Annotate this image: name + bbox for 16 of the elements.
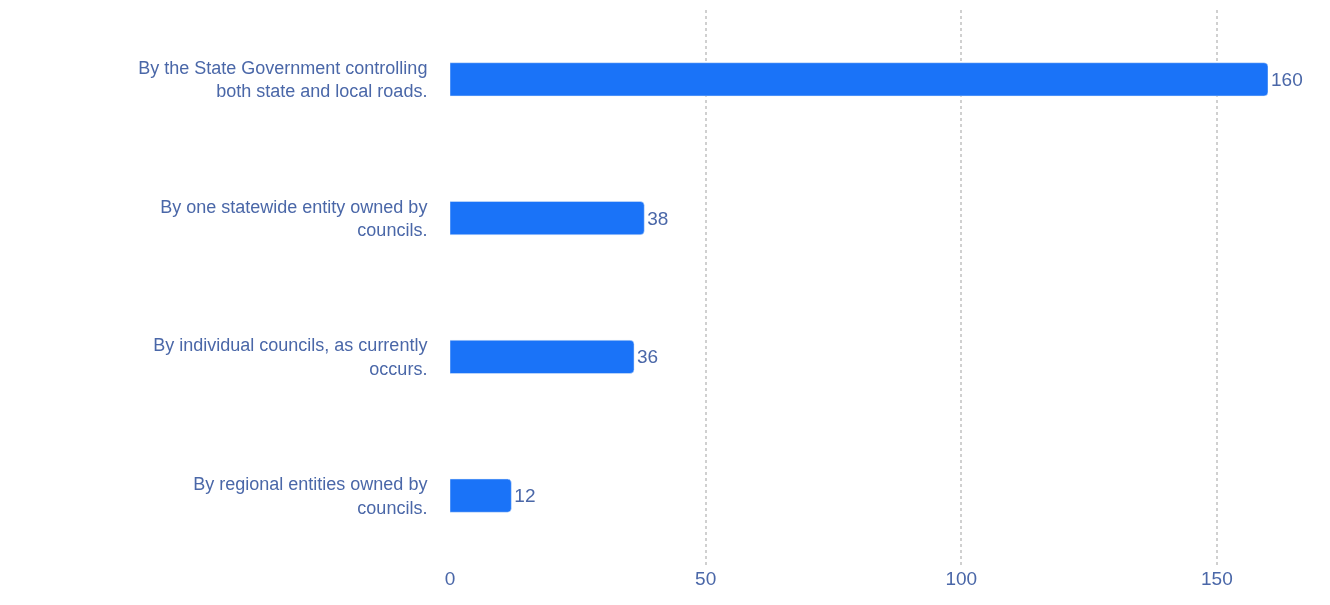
y-tick-label: By one statewide entity owned by councils. bbox=[160, 196, 428, 241]
x-tick-label: 150 bbox=[1201, 568, 1233, 589]
bar bbox=[450, 201, 645, 236]
x-tick-label: 100 bbox=[945, 568, 978, 589]
x-tick-label: 50 bbox=[695, 568, 717, 589]
x-tick-label: 0 bbox=[444, 568, 456, 589]
bar bbox=[450, 478, 512, 513]
data-label: 160 bbox=[1271, 68, 1303, 90]
y-tick-label: By individual councils, as currently occurs. bbox=[153, 335, 428, 379]
data-label: 38 bbox=[647, 207, 669, 229]
bar bbox=[450, 339, 635, 374]
bar bbox=[450, 62, 1268, 97]
data-label: 12 bbox=[514, 485, 536, 507]
data-label: 36 bbox=[637, 346, 659, 368]
y-tick-label: By the State Government controlling both state and local roads. bbox=[138, 57, 428, 102]
y-tick-label: By regional entities owned by councils. bbox=[193, 474, 428, 518]
